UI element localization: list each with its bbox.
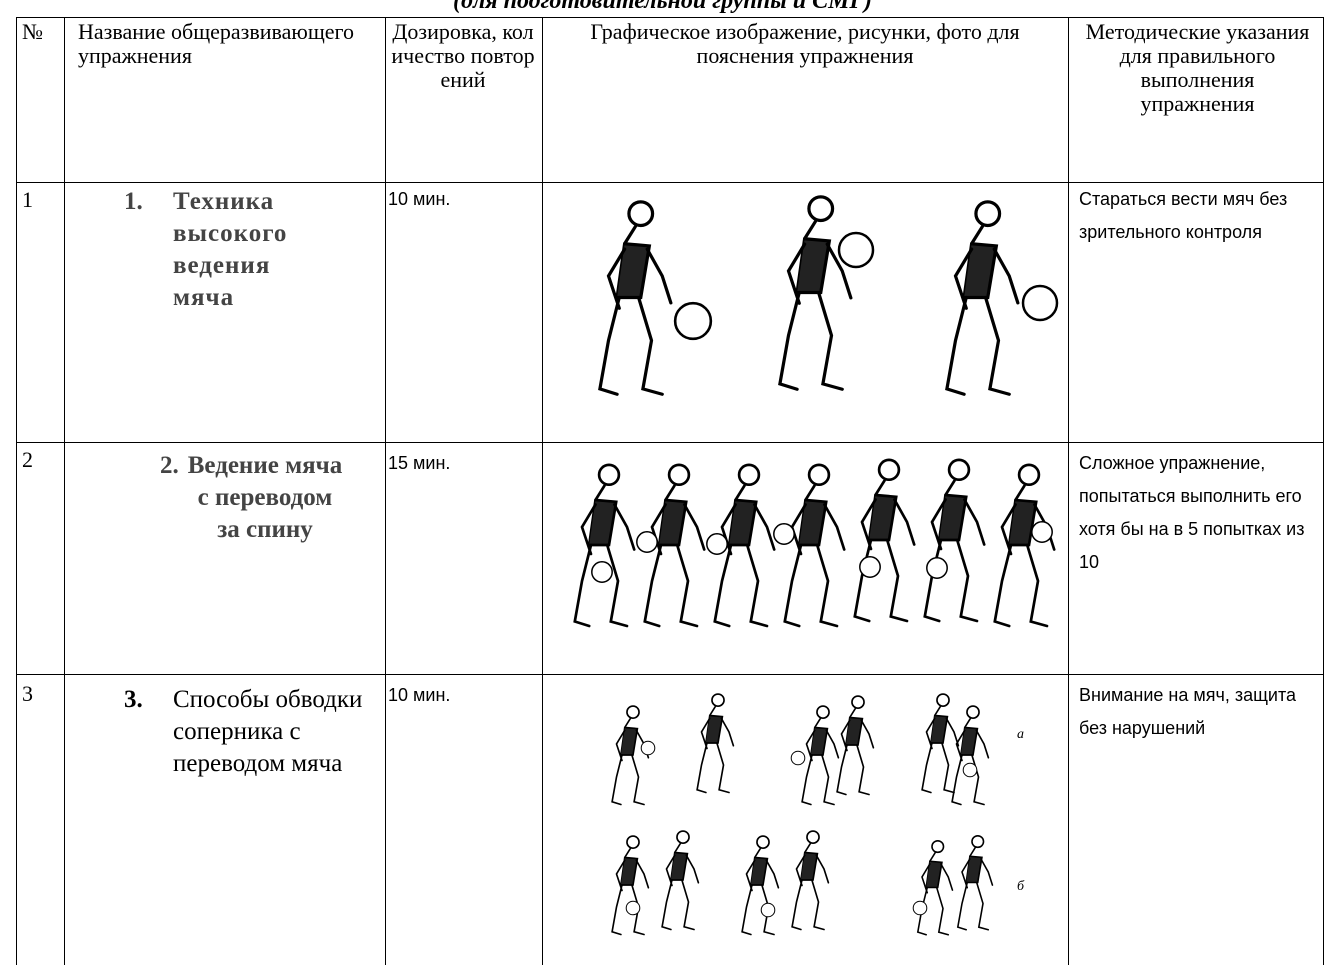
ball (1021, 284, 1059, 322)
figure (916, 839, 954, 936)
figure (741, 835, 780, 936)
ball (962, 762, 978, 778)
exercise-name: Техника высокого ведения мяча (173, 188, 288, 311)
figure (951, 705, 990, 806)
figure (597, 199, 673, 397)
figure (696, 693, 735, 794)
figure (573, 463, 636, 628)
figure (791, 830, 830, 931)
col-header: Название общеразвивающего упражнения (78, 19, 355, 68)
row3-image: а б (611, 693, 1025, 936)
figure (956, 834, 994, 931)
figure (853, 458, 916, 623)
rule (16, 17, 1324, 18)
dosage: 15 мин. (388, 453, 451, 473)
col-header: Дозировка, количество повторений (391, 19, 535, 92)
image-label: б (1017, 879, 1025, 894)
rule (16, 674, 1324, 675)
figure (944, 199, 1020, 397)
ball (790, 750, 806, 766)
col-header: № (22, 19, 43, 44)
col-header: Графическое изображение, рисунки, фото д… (590, 19, 1020, 68)
ball (640, 740, 656, 756)
rule (64, 17, 65, 965)
row2-image (573, 458, 1056, 628)
rule (16, 17, 17, 965)
notes: Стараться вести мяч без зрительного конт… (1079, 189, 1288, 242)
col-header: Методические указания для правильного вы… (1085, 19, 1310, 116)
figure (923, 458, 986, 623)
rule (16, 182, 1324, 183)
image-label: а (1017, 727, 1024, 742)
title: (для подготовительной группы и СМГ) (453, 0, 872, 14)
rule (16, 442, 1324, 443)
figure (836, 695, 875, 796)
ball (912, 900, 928, 916)
list-marker: 1. (124, 188, 143, 215)
ball (636, 531, 658, 553)
figure (777, 194, 853, 392)
figure (993, 463, 1056, 628)
figure (783, 463, 846, 628)
exercise-name: Способы обводки соперника с переводом мя… (173, 686, 363, 777)
notes: Внимание на мяч, защита без нарушений (1079, 685, 1297, 738)
ball (1031, 521, 1053, 543)
row1-image (597, 194, 1059, 397)
figure (611, 705, 650, 806)
rule (542, 17, 543, 965)
figure (611, 835, 650, 936)
list-marker: 3. (124, 686, 143, 713)
figure (921, 693, 960, 794)
ball (760, 902, 776, 918)
ball (591, 561, 613, 583)
figure (661, 830, 700, 931)
ball (673, 301, 713, 341)
row-number: 2 (22, 447, 33, 472)
ball (625, 900, 641, 916)
list-marker: 2. (160, 452, 179, 479)
ball (773, 523, 795, 545)
dosage: 10 мин. (388, 685, 451, 705)
exercise-name: Ведение мяча с переводом за спину (187, 452, 343, 543)
ball (837, 231, 875, 269)
row-number: 1 (22, 187, 33, 212)
row-number: 3 (22, 681, 33, 706)
figure (801, 705, 840, 806)
ball (859, 556, 881, 578)
dosage: 10 мин. (388, 189, 451, 209)
notes: Сложное упражнение, попытаться выполнить… (1079, 453, 1305, 572)
rule (385, 17, 386, 965)
ball (926, 557, 948, 579)
rule (1323, 17, 1324, 965)
ball (706, 533, 728, 555)
rule (1068, 17, 1069, 965)
